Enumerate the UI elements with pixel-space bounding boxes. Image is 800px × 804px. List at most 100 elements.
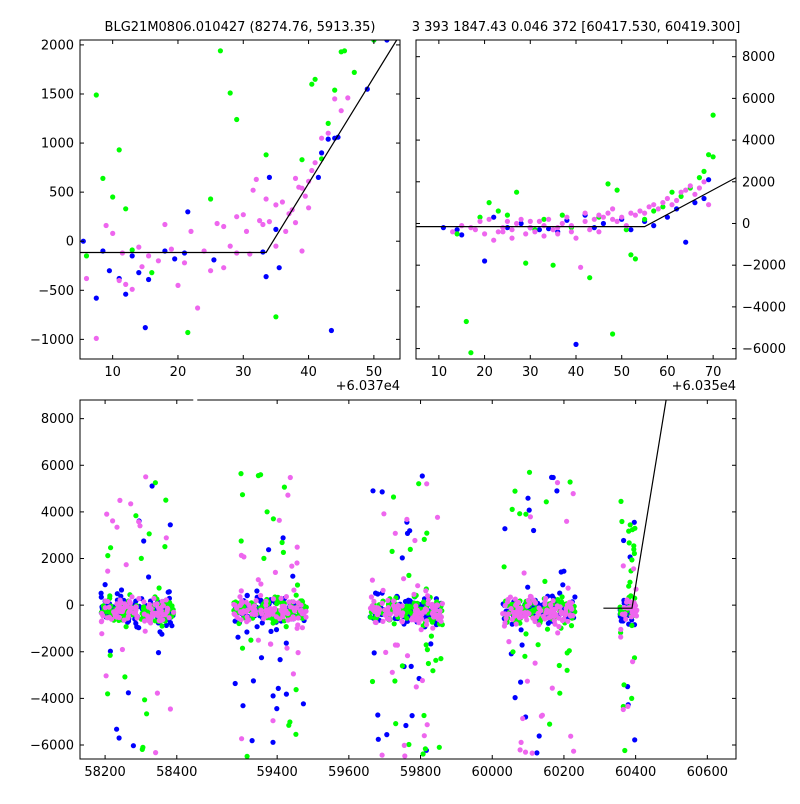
data-point [238,552,244,559]
data-point [172,256,178,262]
data-point [195,305,201,311]
data-point [136,270,142,276]
data-point [257,218,263,224]
data-point [628,227,634,233]
data-point [402,598,409,605]
y-tick-label: 8000 [41,412,74,427]
data-point [142,325,148,331]
data-point [292,220,299,226]
data-point [522,749,529,755]
data-point [404,516,410,523]
y-tick-label: −500 [38,284,74,299]
data-point [568,623,575,629]
data-point [416,609,422,616]
data-point [463,318,469,325]
data-point [100,613,106,619]
data-point [328,327,334,334]
data-point [268,606,274,612]
data-point [591,216,597,222]
x-tick-label: 59800 [400,765,441,780]
data-point [105,691,111,697]
data-point [237,594,243,600]
bottom-plot-area [98,400,667,759]
data-point [423,642,429,648]
data-point [556,615,562,621]
data-point [103,222,109,229]
data-point [154,690,160,696]
data-point [415,583,421,589]
data-point [211,257,217,263]
data-point [568,733,574,739]
data-point [551,606,557,612]
data-point [664,195,671,202]
data-point [407,528,413,534]
y-tick-label: 500 [49,186,74,201]
data-point [126,608,133,614]
data-point [299,157,305,163]
data-point [123,206,129,212]
data-point [566,648,572,654]
data-point [549,474,555,480]
data-point [279,539,285,546]
data-point [570,491,576,497]
data-point [514,189,520,195]
data-point [299,248,305,254]
data-point [273,618,279,624]
data-point [217,48,223,54]
data-point [125,615,131,621]
data-point [107,648,113,654]
data-point [421,599,427,605]
data-point [619,214,625,220]
data-point [128,501,134,507]
data-point [424,530,430,536]
data-point [674,197,680,204]
data-point [678,193,684,199]
data-point [142,628,148,634]
data-point [93,92,99,98]
data-point [530,607,536,613]
data-point [122,601,128,607]
y-tick-label: 4000 [41,505,74,520]
data-point [422,746,428,752]
data-point [710,154,716,160]
data-point [419,677,425,684]
data-point [495,208,501,214]
data-point [263,152,269,158]
data-point [117,497,123,503]
data-point [555,225,561,231]
data-point [105,553,111,559]
data-point [393,721,399,727]
data-point [486,200,492,206]
data-point [232,612,238,618]
data-point [273,226,279,232]
y-tick-label: 6000 [41,459,74,474]
data-point [706,152,712,158]
data-point [505,599,511,605]
data-point [610,206,616,212]
data-point [412,537,418,544]
data-point [527,225,533,231]
data-point [295,615,301,621]
data-point [536,611,542,617]
data-point [294,560,300,566]
data-point [591,225,597,231]
data-point [156,610,162,616]
data-point [234,116,240,123]
data-point [259,611,265,617]
data-point [277,657,283,663]
data-point [555,597,561,603]
data-point [234,605,240,611]
data-point [651,202,657,208]
data-point [620,706,626,713]
data-point [387,611,393,617]
x-tick-label: 59400 [256,765,297,780]
data-point [148,620,154,626]
data-point [270,693,276,699]
data-point [543,499,549,505]
data-point [550,598,556,604]
x-tick-label: 70 [705,365,722,380]
data-point [244,753,250,759]
data-point [325,120,331,126]
data-point [631,546,637,553]
data-point [626,528,632,534]
